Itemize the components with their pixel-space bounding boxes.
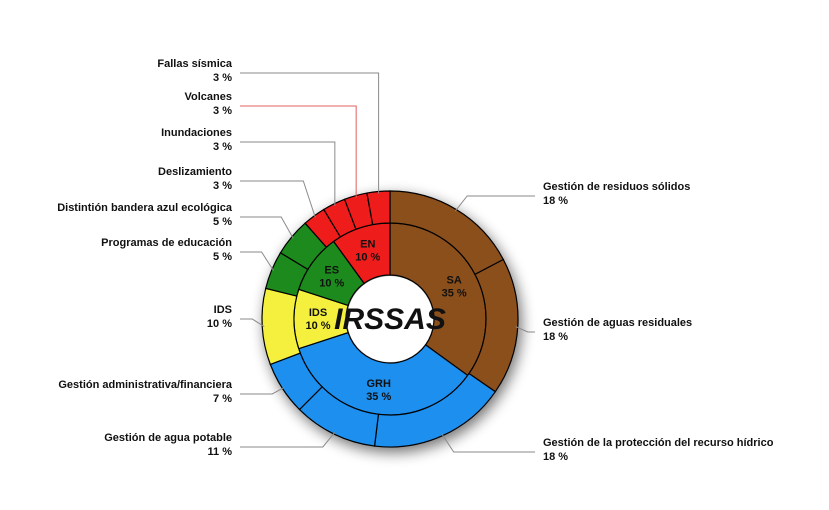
label-distintion-bandera-azul-ecologica: Distintión bandera azul ecológica: [57, 202, 233, 214]
leader-gestion-de-agua-potable: [240, 431, 336, 448]
leader-volcanes: [240, 105, 357, 198]
inner-label-sa: SA: [447, 274, 462, 286]
leader-distintion-bandera-azul-ecologica: [240, 216, 294, 239]
label-gestion-administrativa-financiera: Gestión administrativa/financiera: [58, 379, 232, 391]
value-volcanes: 3 %: [213, 105, 232, 117]
label-deslizamiento: Deslizamiento: [158, 166, 232, 178]
value-ids: 10 %: [207, 318, 232, 330]
label-gestion-de-aguas-residuales: Gestión de aguas residuales: [543, 317, 692, 329]
value-gestion-de-residuos-solidos: 18 %: [543, 195, 568, 207]
inner-value-en: 10 %: [355, 252, 380, 264]
value-programas-de-educacion: 5 %: [213, 251, 232, 263]
value-gestion-de-la-proteccion-del-recurso-hidrico: 18 %: [543, 451, 568, 463]
inner-value-es: 10 %: [319, 278, 344, 290]
label-fallas-sismica: Fallas sísmica: [157, 58, 232, 70]
leader-ids: [240, 318, 265, 328]
leader-deslizamiento: [240, 180, 316, 218]
inner-label-en: EN: [360, 239, 375, 251]
value-gestion-administrativa-financiera: 7 %: [213, 393, 232, 405]
label-inundaciones: Inundaciones: [161, 127, 232, 139]
value-fallas-sismica: 3 %: [213, 72, 232, 84]
leader-gestion-de-la-proteccion-del-recurso-hidrico: [441, 433, 535, 453]
leader-inundaciones: [240, 141, 336, 206]
value-distintion-bandera-azul-ecologica: 5 %: [213, 216, 232, 228]
inner-label-grh: GRH: [367, 378, 392, 390]
label-gestion-de-residuos-solidos: Gestión de residuos sólidos: [543, 181, 690, 193]
donut-rings: [261, 190, 519, 448]
label-gestion-de-agua-potable: Gestión de agua potable: [104, 432, 232, 444]
center-title: IRSSAS: [334, 303, 446, 336]
value-gestion-de-aguas-residuales: 18 %: [543, 331, 568, 343]
label-programas-de-educacion: Programas de educación: [101, 237, 232, 249]
value-gestion-de-agua-potable: 11 %: [208, 446, 233, 458]
leader-lines: [240, 72, 535, 453]
inner-label-ids: IDS: [309, 307, 327, 319]
center-hole: [347, 276, 433, 362]
label-volcanes: Volcanes: [185, 91, 233, 103]
outer-slice-ids: [261, 287, 302, 366]
leader-programas-de-educacion: [240, 251, 275, 272]
leader-gestion-administrativa-financiera: [240, 386, 285, 395]
label-ids: IDS: [214, 304, 232, 316]
leader-gestion-de-aguas-residuales: [515, 326, 535, 333]
leader-gestion-de-residuos-solidos: [454, 195, 535, 212]
inner-value-grh: 35 %: [366, 391, 391, 403]
value-inundaciones: 3 %: [213, 141, 232, 153]
inner-value-sa: 35 %: [442, 287, 467, 299]
inner-label-es: ES: [324, 265, 339, 277]
inner-value-ids: 10 %: [305, 320, 330, 332]
value-deslizamiento: 3 %: [213, 180, 232, 192]
leader-fallas-sismica: [240, 72, 380, 194]
outer-labels: Gestión de residuos sólidos 18 % Gestión d…: [57, 58, 774, 463]
label-gestion-de-la-proteccion-del-recurso-hidrico: Gestión de la protección del recurso híd…: [543, 437, 774, 449]
outer-slice-fallas-sismica: [366, 190, 391, 226]
